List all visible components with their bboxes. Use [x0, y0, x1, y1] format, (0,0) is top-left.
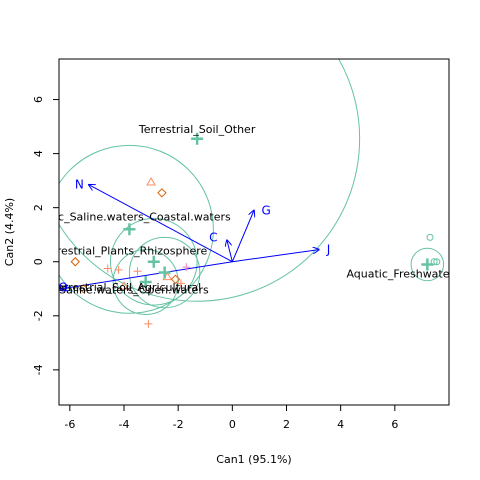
y-axis: -4 -2 0 2 4 6: [32, 96, 59, 375]
group-label: Terrestrial_Soil_Agricultural: [51, 281, 201, 294]
y-tick-label: 2: [32, 204, 45, 211]
group-circles: [59, 59, 445, 316]
group-centroid-marker: [191, 132, 204, 145]
group-circle: [109, 217, 198, 306]
vector-arrow: [232, 250, 319, 263]
x-axis: -6 -4 -2 0 2 4 6: [64, 405, 398, 431]
observation-diamond: [78, 284, 89, 294]
observation-plus: [114, 265, 123, 274]
group-circle: [59, 59, 361, 302]
y-tick-label: 4: [32, 150, 45, 157]
vector-label: J: [326, 243, 331, 257]
group-circle: [128, 236, 201, 309]
plot-panel: Terrestrial_Soil_Other Aquatic_Saline.wat…: [12, 59, 454, 328]
vector-arrow: [89, 185, 233, 263]
vector-arrow: [227, 240, 233, 262]
x-axis-label: Can1 (95.1%): [216, 453, 291, 466]
observation-points: [70, 176, 441, 328]
vector-label: O: [58, 280, 67, 294]
observation-circle: [426, 233, 434, 241]
group-label: Aquatic_Saline.waters_Open.waters: [12, 284, 209, 297]
group-label: Terrestrial_Soil_Other: [138, 123, 256, 136]
y-axis-label: Can2 (4.4%): [3, 198, 16, 266]
vector-label: N: [75, 178, 84, 192]
observation-plus: [176, 279, 185, 288]
observation-diamond: [157, 188, 167, 198]
group-label: Aquatic_Saline.waters_Coastal.waters: [23, 211, 231, 224]
group-centroid-marker: [139, 276, 152, 289]
y-tick-label: 0: [32, 258, 45, 265]
observation-triangle: [146, 176, 156, 186]
vector-labels: N G C J O: [58, 178, 331, 295]
plot-frame: [58, 58, 450, 406]
observation-plus: [144, 319, 153, 328]
vector-arrow: [231, 210, 254, 262]
observation-plus: [103, 264, 112, 273]
observation-diamond: [70, 257, 80, 267]
variable-vectors: [62, 185, 319, 289]
y-tick-label: -4: [32, 364, 45, 375]
vector-label: C: [209, 230, 217, 244]
group-centroid-marker: [123, 223, 136, 236]
group-label: Terrestrial_Plants_Rhizosphere: [40, 244, 208, 257]
x-tick-label: 2: [283, 418, 290, 431]
x-tick-label: -2: [173, 418, 184, 431]
group-circle: [112, 249, 179, 316]
x-tick-label: 0: [229, 418, 236, 431]
group-centroid-marker: [158, 266, 171, 279]
y-tick-label: 6: [32, 96, 45, 103]
observation-plus: [133, 267, 142, 276]
group-centroid-marker: [421, 258, 434, 271]
observation-diamond: [170, 274, 181, 285]
x-tick-label: -6: [64, 418, 75, 431]
vector-label: G: [262, 203, 271, 217]
observation-circle: [433, 258, 441, 266]
group-centroids: [123, 132, 434, 289]
y-tick-label: -2: [32, 310, 45, 321]
observation-triangle: [119, 281, 129, 290]
group-circle: [410, 247, 445, 282]
observation-circle: [430, 258, 438, 266]
observation-plus: [182, 263, 191, 272]
x-tick-label: -4: [119, 418, 130, 431]
group-circle: [59, 144, 214, 314]
group-labels: Terrestrial_Soil_Other Aquatic_Saline.wat…: [12, 123, 454, 297]
group-centroid-marker: [147, 255, 160, 268]
x-tick-label: 6: [391, 418, 398, 431]
vector-arrow: [62, 261, 233, 289]
x-tick-label: 4: [337, 418, 344, 431]
group-label: Aquatic_Freshwater: [346, 267, 454, 280]
